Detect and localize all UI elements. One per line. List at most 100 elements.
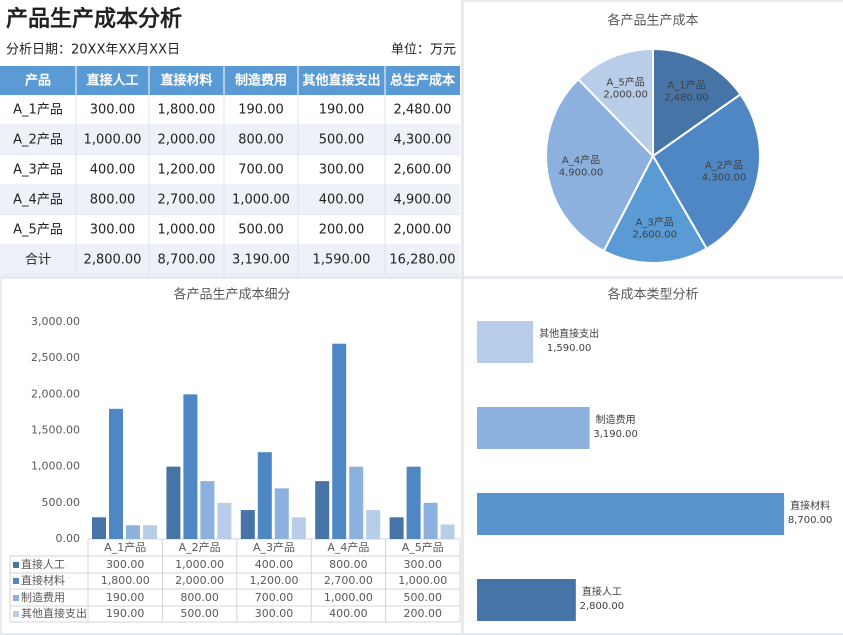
table-cell: 400.00 [319,193,365,208]
table-cell: 700.00 [238,163,284,178]
data-table-cell: 1,000.00 [398,574,447,587]
analysis-date: 分析日期：20XX年XX月XX日 [6,43,180,58]
bar [183,394,198,539]
bar [477,321,534,363]
legend-label: 直接材料 [21,573,65,587]
table-cell: 190.00 [238,103,284,118]
slice-value: 2,000.00 [603,90,648,101]
y-tick-label: 500.00 [42,496,81,509]
data-table-cell: 2,000.00 [175,574,224,587]
y-tick-label: 1,500.00 [31,424,80,437]
table-cell: 800.00 [90,193,136,208]
bar [109,408,123,539]
slice-value: 2,600.00 [632,230,677,241]
table-cell: 4,300.00 [394,133,452,148]
table-row-bg [0,215,460,245]
data-table-cell: 300.00 [255,607,294,620]
legend-label: 其他直接支出 [21,606,87,620]
pie-slice [651,92,761,250]
data-table-cell: 400.00 [255,558,294,571]
y-tick-label: 3,000.00 [31,315,80,328]
data-table-cell: 800.00 [180,591,219,604]
table-row-bg [0,125,460,155]
chart-title: 各产品生产成本 [607,13,698,29]
bar-label: 直接材料 [790,499,830,512]
table-cell: 1,000.00 [232,193,290,208]
table-cell: 8,700.00 [158,253,216,268]
bar [274,488,289,539]
slice-value: 2,480.00 [664,92,709,103]
table-row-bg [0,155,460,185]
bar [166,466,181,539]
bar [349,466,364,539]
chart-title: 各成本类型分析 [607,287,698,303]
table-header: 其他直接支出 [302,73,380,89]
bar-label: 其他直接支出 [539,327,599,340]
table-cell: 2,700.00 [158,193,216,208]
table-cell: A_5产品 [13,223,63,238]
table-cell: 190.00 [319,103,365,118]
bar-value: 2,800.00 [580,601,625,612]
table-cell: 300.00 [319,163,365,178]
table-cell: 2,480.00 [394,103,452,118]
table-cell: 300.00 [90,223,136,238]
bar-label: 直接人工 [582,585,622,598]
table-cell: A_1产品 [13,103,63,118]
x-tick-label: A_5产品 [402,540,444,554]
x-tick-label: A_1产品 [104,540,146,554]
x-tick-label: A_4产品 [327,540,369,554]
data-table-cell: 200.00 [404,607,443,620]
table-header: 直接人工 [86,73,138,89]
slice-label: A_1产品 [667,78,705,91]
bar [477,407,590,449]
data-table-cell: 800.00 [329,558,368,571]
bar-value: 8,700.00 [788,515,833,526]
table-cell: 1,000.00 [84,133,142,148]
legend-key [13,562,19,568]
bar [143,525,157,539]
x-tick-label: A_3产品 [253,540,295,554]
bar [200,481,215,539]
table-cell: 2,800.00 [84,253,142,268]
data-table-cell: 500.00 [404,591,443,604]
data-table-cell: 300.00 [404,558,443,571]
page-title: 产品生产成本分析 [6,7,182,32]
slice-label: A_3产品 [636,216,674,229]
bar-label: 制造费用 [596,413,636,426]
legend-label: 直接人工 [21,557,65,571]
bar [240,510,255,539]
unit: 单位：万元 [391,43,456,58]
table-cell: 1,200.00 [158,163,216,178]
table-cell: 4,900.00 [394,193,452,208]
legend-key [13,578,19,584]
bar [217,502,232,539]
bar [477,493,785,535]
table-cell: 200.00 [319,223,365,238]
slice-label: A_5产品 [607,76,645,89]
bar-value: 1,590.00 [547,343,592,354]
data-table-cell: 400.00 [329,607,368,620]
slice-value: 4,900.00 [559,168,604,179]
table-cell: A_4产品 [13,193,63,208]
table-cell: 2,600.00 [394,163,452,178]
data-table-cell: 1,000.00 [324,591,373,604]
table-cell: 1,000.00 [158,223,216,238]
bar [126,525,140,539]
table-cell: A_2产品 [13,133,63,148]
data-table-cell: 2,700.00 [324,574,373,587]
bar [477,579,576,621]
legend-label: 制造费用 [21,590,65,604]
data-table-cell: 1,200.00 [250,574,299,587]
pie-slice [652,47,742,158]
bar [423,502,438,539]
bar [315,481,330,539]
bar-value: 3,190.00 [593,429,638,440]
bar [366,510,381,539]
slice-label: A_2产品 [705,159,743,172]
bar [92,517,106,539]
data-table-cell: 500.00 [180,607,219,620]
data-table-cell: 190.00 [106,591,145,604]
slice-value: 4,300.00 [702,173,747,184]
